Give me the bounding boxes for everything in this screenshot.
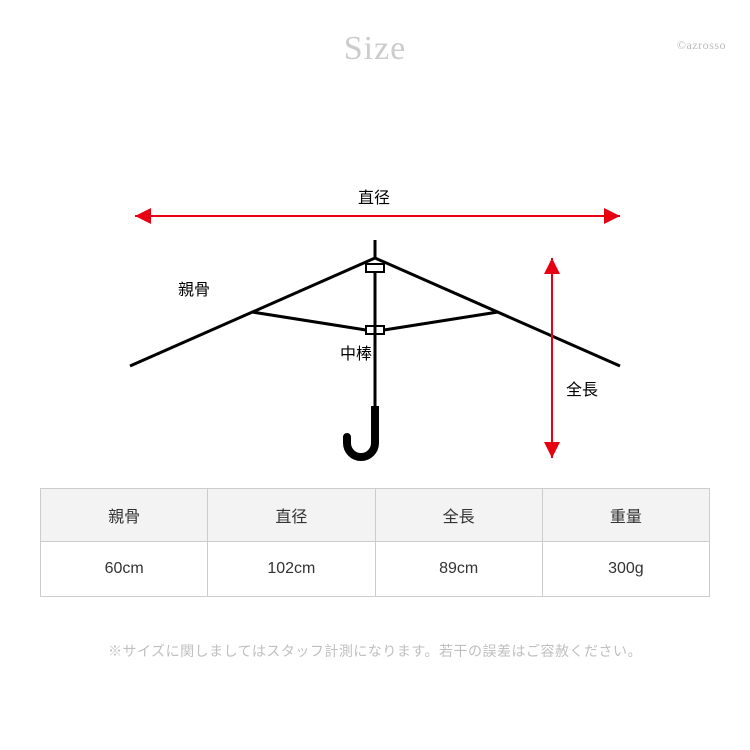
column-header: 重量 (542, 489, 709, 542)
table-row: 60cm102cm89cm300g (41, 542, 710, 597)
label-diameter: 直径 (358, 184, 390, 208)
label-length: 全長 (566, 376, 598, 400)
watermark: ©azrosso (677, 38, 726, 53)
table-cell: 89cm (375, 542, 542, 597)
table-cell: 60cm (41, 542, 208, 597)
label-rib: 親骨 (178, 276, 210, 300)
footnote: ※サイズに関しましてはスタッフ計測になります。若干の誤差はご容赦ください。 (0, 641, 750, 661)
column-header: 親骨 (41, 489, 208, 542)
label-shaft: 中棒 (340, 340, 372, 364)
size-table-wrap: 親骨直径全長重量 60cm102cm89cm300g (40, 488, 710, 597)
table-cell: 300g (542, 542, 709, 597)
page-title: Size (0, 30, 750, 68)
umbrella-diagram: 直径 親骨 中棒 全長 (0, 88, 750, 468)
size-table: 親骨直径全長重量 60cm102cm89cm300g (40, 488, 710, 597)
table-cell: 102cm (208, 542, 375, 597)
column-header: 全長 (375, 489, 542, 542)
umbrella-svg (0, 88, 750, 468)
column-header: 直径 (208, 489, 375, 542)
